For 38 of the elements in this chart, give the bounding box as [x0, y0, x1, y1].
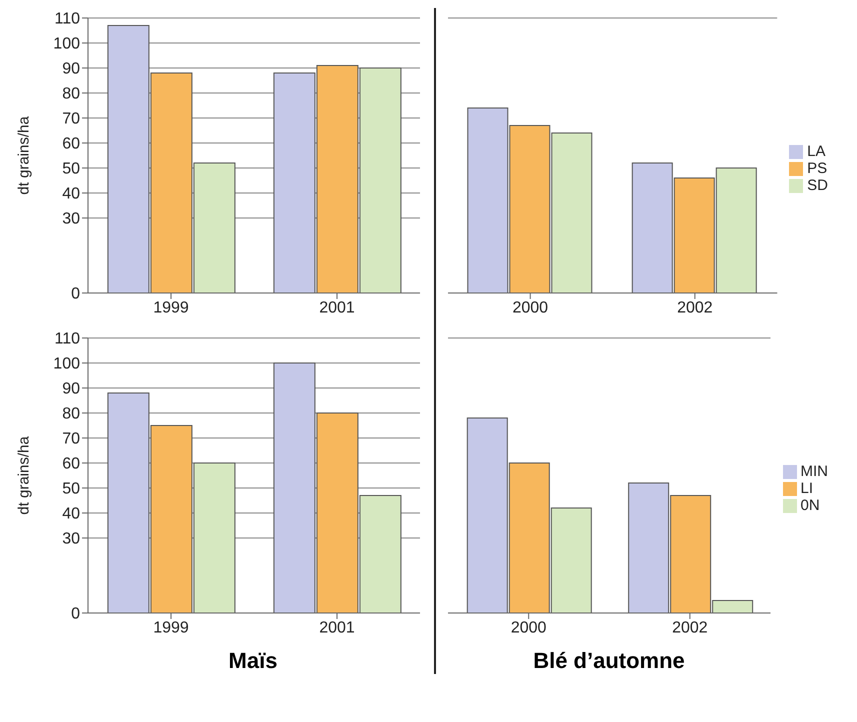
y-tick-label: 30	[62, 210, 80, 228]
y-axis-title: dt grains/ha	[15, 436, 32, 515]
y-tick-label: 0	[71, 606, 80, 623]
x-tick-label: 2000	[510, 619, 547, 636]
y-tick-label: 100	[53, 356, 80, 373]
y-tick-label: 50	[62, 160, 80, 178]
y-tick-label: 60	[62, 136, 80, 153]
y-tick-label: 30	[62, 530, 80, 548]
y-tick-label: 0	[71, 286, 80, 303]
y-tick-label: 40	[62, 186, 80, 203]
y-tick-label: 50	[62, 480, 80, 498]
y-tick-label: 100	[53, 36, 80, 53]
legend-label: LI	[800, 480, 814, 496]
x-tick-label: 1999	[153, 299, 189, 316]
legend-label: 0N	[800, 496, 820, 514]
y-tick-label: 70	[62, 430, 80, 448]
y-tick-label: 40	[62, 506, 80, 523]
y-tick-label: 60	[62, 456, 80, 473]
y-tick-label: 80	[62, 406, 80, 423]
legend-label: LA	[807, 142, 826, 160]
y-tick-label: 110	[54, 10, 80, 28]
y-tick-label: 90	[62, 380, 80, 398]
y-tick-label: 110	[54, 330, 80, 348]
x-tick-label: 1999	[153, 619, 189, 636]
x-tick-label: 2001	[319, 299, 355, 316]
y-tick-label: 80	[62, 86, 80, 103]
x-tick-label: 2000	[512, 299, 548, 316]
y-axis-title: dt grains/ha	[15, 116, 32, 195]
y-tick-label: 70	[62, 110, 80, 128]
text: Blé d’automne	[532, 648, 686, 674]
text: Maïs	[228, 648, 278, 674]
x-tick-label: 2002	[672, 619, 708, 636]
y-tick-label: 90	[62, 60, 80, 78]
legend-label: PS	[807, 160, 828, 176]
legend-label: SD	[807, 176, 828, 194]
x-tick-label: 2002	[677, 299, 713, 316]
x-tick-label: 2001	[319, 619, 355, 636]
legend-label: MIN	[800, 462, 828, 480]
